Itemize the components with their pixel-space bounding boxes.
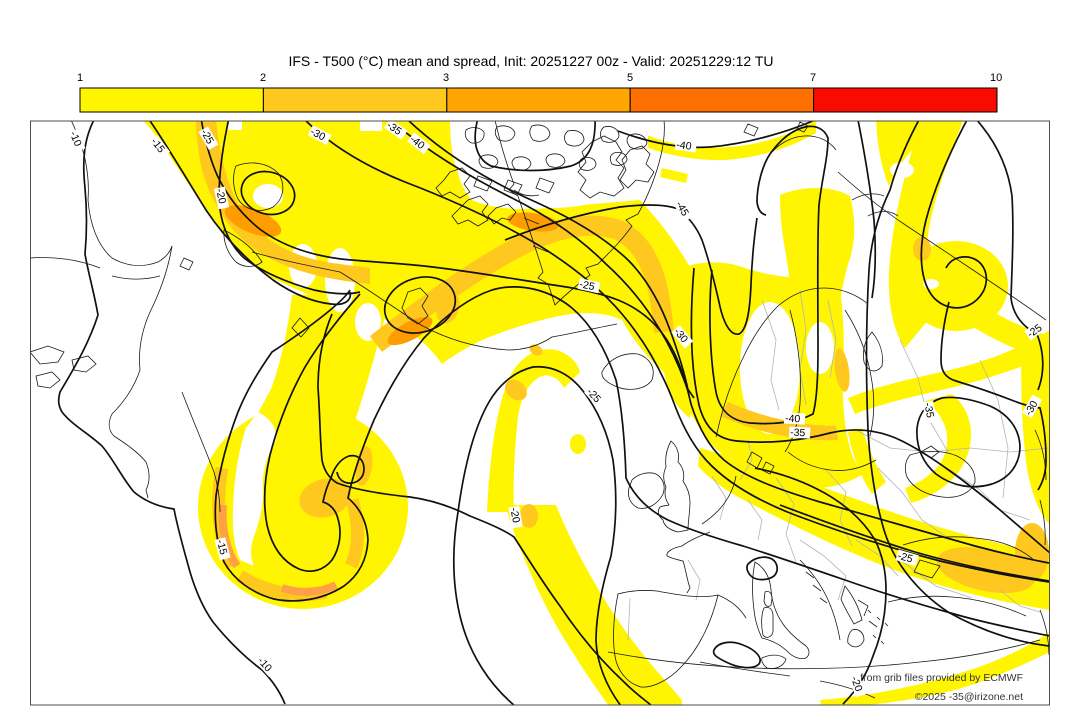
- svg-text:7: 7: [810, 72, 816, 84]
- svg-text:-20: -20: [213, 188, 228, 205]
- svg-text:©2025 -35@irizone.net: ©2025 -35@irizone.net: [915, 691, 1023, 703]
- svg-text:-35: -35: [921, 402, 935, 419]
- svg-text:1: 1: [77, 72, 83, 84]
- svg-text:3: 3: [443, 72, 449, 84]
- svg-text:-15: -15: [214, 538, 230, 556]
- svg-text:-10: -10: [67, 130, 84, 149]
- svg-text:-20: -20: [507, 507, 521, 524]
- svg-text:2: 2: [260, 72, 266, 84]
- svg-text:-35: -35: [790, 427, 806, 440]
- svg-text:-20: -20: [848, 675, 865, 694]
- svg-text:-25: -25: [578, 278, 595, 293]
- svg-text:from grib files provided by EC: from grib files provided by ECMWF: [860, 672, 1023, 684]
- svg-text:10: 10: [990, 72, 1002, 84]
- svg-text:-25: -25: [896, 550, 914, 566]
- svg-text:-40: -40: [785, 413, 801, 426]
- svg-text:5: 5: [627, 72, 633, 84]
- svg-text:-40: -40: [676, 139, 693, 153]
- svg-text:IFS - T500 (°C) mean and sprea: IFS - T500 (°C) mean and spread, Init: 2…: [288, 53, 773, 69]
